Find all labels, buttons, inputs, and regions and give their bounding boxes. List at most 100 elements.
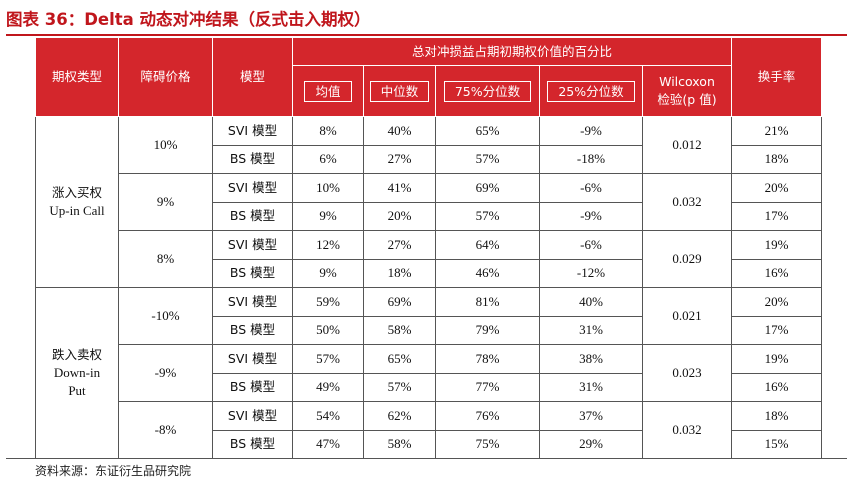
p25-cell: -12% [539, 258, 643, 288]
p75-cell: 78% [435, 344, 540, 374]
p75-cell: 76% [435, 401, 540, 431]
figure-title: 图表 36：Delta 动态对冲结果（反式击入期权） [6, 10, 371, 29]
barrier-cell: -10% [118, 287, 213, 345]
barrier-cell: -9% [118, 344, 213, 402]
option-type-en: Up-in Call [49, 203, 105, 218]
mean-cell: 6% [292, 144, 364, 174]
header-median: 中位数 [369, 80, 430, 102]
p75-cell: 57% [435, 201, 540, 231]
mean-cell: 50% [292, 315, 364, 345]
model-cell: SVI 模型 [212, 116, 293, 146]
turnover-cell: 20% [731, 173, 822, 203]
option-type-cn: 涨入买权 [51, 185, 102, 200]
header-wilcoxon-line2: 检验(p 值) [657, 92, 717, 107]
median-cell: 27% [363, 230, 436, 260]
median-cell: 65% [363, 344, 436, 374]
turnover-cell: 20% [731, 287, 822, 317]
pvalue-cell: 0.029 [642, 230, 732, 288]
median-cell: 27% [363, 144, 436, 174]
option-type-en-2: Put [68, 383, 86, 398]
median-cell: 57% [363, 372, 436, 402]
p25-cell: 40% [539, 287, 643, 317]
median-cell: 62% [363, 401, 436, 431]
header-p75: 75%分位数 [443, 80, 532, 102]
table-row: 9% SVI 模型 10% 41% 69% -6% 0.032 20% [36, 173, 822, 231]
mean-cell: 8% [292, 116, 364, 146]
p25-cell: 29% [539, 429, 643, 459]
table-row: BS 模型 6% 27% 57% -18% 18% [36, 144, 822, 174]
table-row: BS 模型 49% 57% 77% 31% 16% [36, 372, 822, 402]
bottom-rule [6, 458, 847, 459]
median-cell: 41% [363, 173, 436, 203]
mean-cell: 49% [292, 372, 364, 402]
mean-cell: 59% [292, 287, 364, 317]
pvalue-cell: 0.032 [642, 401, 732, 459]
turnover-cell: 19% [731, 230, 822, 260]
model-cell: BS 模型 [212, 372, 293, 402]
turnover-cell: 17% [731, 201, 822, 231]
turnover-cell: 19% [731, 344, 822, 374]
p25-cell: 31% [539, 372, 643, 402]
mean-cell: 57% [292, 344, 364, 374]
p75-cell: 46% [435, 258, 540, 288]
turnover-cell: 18% [731, 144, 822, 174]
barrier-cell: 10% [118, 116, 213, 174]
table-row: BS 模型 50% 58% 79% 31% 17% [36, 315, 822, 345]
p25-cell: -9% [539, 201, 643, 231]
barrier-cell: 9% [118, 173, 213, 231]
p25-cell: -18% [539, 144, 643, 174]
p75-cell: 77% [435, 372, 540, 402]
header-model: 模型 [212, 37, 293, 117]
table-row: BS 模型 9% 20% 57% -9% 17% [36, 201, 822, 231]
option-type-cell: 涨入买权 Up-in Call [35, 116, 119, 288]
table-row: -9% SVI 模型 57% 65% 78% 38% 0.023 19% [36, 344, 822, 402]
median-cell: 20% [363, 201, 436, 231]
pvalue-cell: 0.023 [642, 344, 732, 402]
option-type-en: Down-in [53, 365, 101, 380]
table-row: 涨入买权 Up-in Call 10% SVI 模型 8% 40% 65% -9… [35, 116, 822, 288]
turnover-cell: 15% [731, 429, 822, 459]
header-wilcoxon-line1: Wilcoxon [659, 74, 715, 89]
p25-cell: -6% [539, 173, 643, 203]
mean-cell: 54% [292, 401, 364, 431]
model-cell: BS 模型 [212, 201, 293, 231]
model-cell: SVI 模型 [212, 230, 293, 260]
pvalue-cell: 0.032 [642, 173, 732, 231]
p25-cell: 38% [539, 344, 643, 374]
model-cell: BS 模型 [212, 144, 293, 174]
mean-cell: 47% [292, 429, 364, 459]
mean-cell: 9% [292, 258, 364, 288]
model-cell: BS 模型 [212, 429, 293, 459]
median-cell: 40% [363, 116, 436, 146]
p75-cell: 79% [435, 315, 540, 345]
header-option-type: 期权类型 [35, 37, 119, 117]
model-cell: SVI 模型 [212, 173, 293, 203]
turnover-cell: 18% [731, 401, 822, 431]
mean-cell: 9% [292, 201, 364, 231]
table-row: -8% SVI 模型 54% 62% 76% 37% 0.032 18% [36, 401, 822, 459]
turnover-cell: 16% [731, 372, 822, 402]
model-cell: SVI 模型 [212, 401, 293, 431]
table-row: 8% SVI 模型 12% 27% 64% -6% 0.029 19% [36, 230, 822, 288]
p75-cell: 64% [435, 230, 540, 260]
header-wilcoxon: Wilcoxon 检验(p 值) [642, 65, 732, 117]
header-turnover: 换手率 [731, 37, 822, 117]
table-row: 跌入卖权 Down-in Put -10% SVI 模型 59% 69% 81%… [35, 287, 822, 459]
p75-cell: 75% [435, 429, 540, 459]
model-cell: SVI 模型 [212, 344, 293, 374]
header-barrier: 障碍价格 [118, 37, 213, 117]
title-rule [6, 34, 847, 36]
p25-cell: -9% [539, 116, 643, 146]
pvalue-cell: 0.012 [642, 116, 732, 174]
barrier-cell: 8% [118, 230, 213, 288]
model-cell: BS 模型 [212, 315, 293, 345]
option-type-cn: 跌入卖权 [51, 347, 102, 362]
option-type-cell: 跌入卖权 Down-in Put [35, 287, 119, 459]
median-cell: 69% [363, 287, 436, 317]
source-note: 资料来源：东证衍生品研究院 [35, 464, 192, 478]
table-row: BS 模型 9% 18% 46% -12% 16% [36, 258, 822, 288]
header-p25: 25%分位数 [547, 80, 635, 102]
turnover-cell: 17% [731, 315, 822, 345]
results-table: 期权类型 障碍价格 模型 总对冲损益占期初期权价值的百分比 换手率 均值 中位数… [35, 37, 822, 459]
p75-cell: 69% [435, 173, 540, 203]
